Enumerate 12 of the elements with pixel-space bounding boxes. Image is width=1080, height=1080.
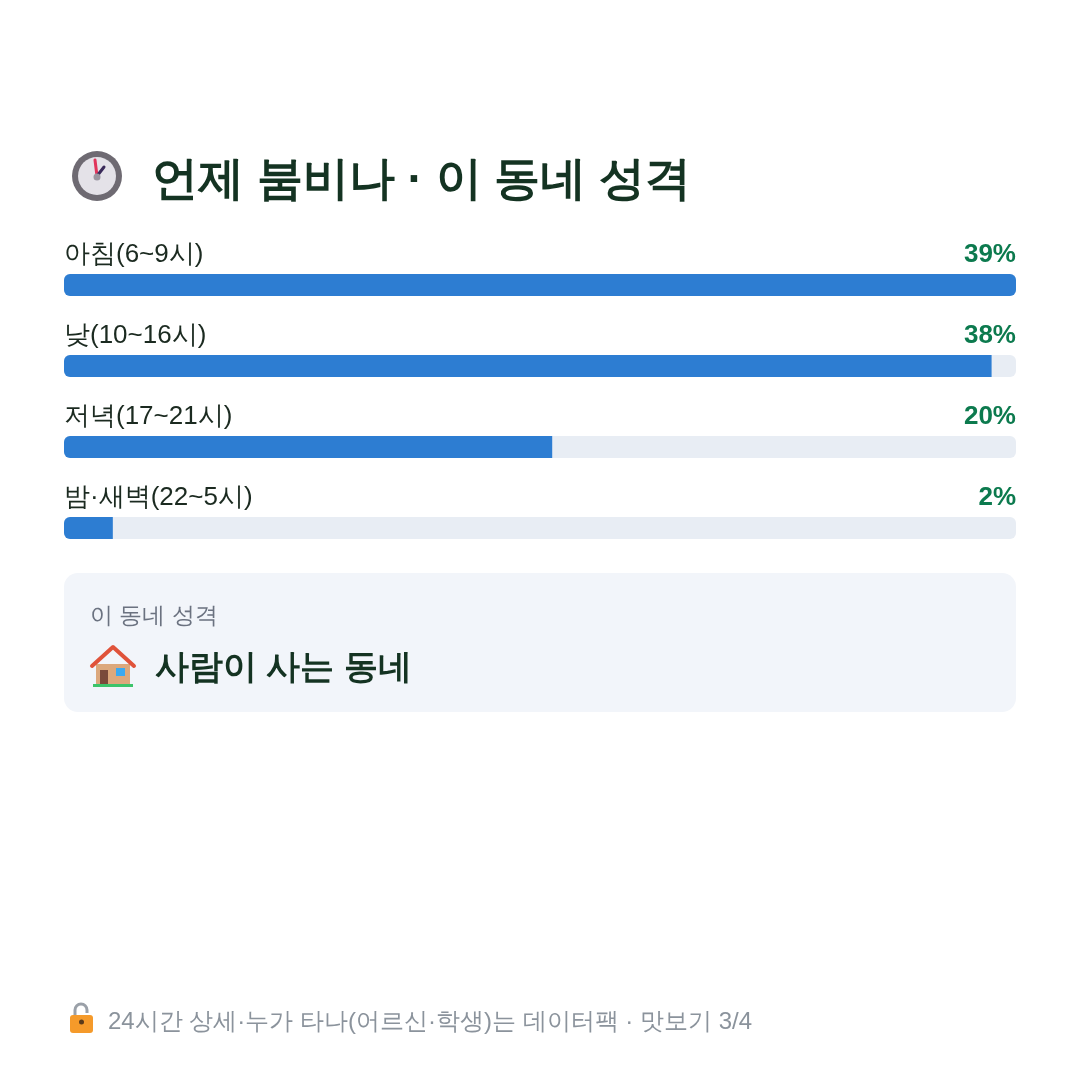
text: 이 동네 성격 (90, 602, 218, 628)
text: 24시간 상세·누가 타나(어르신·학생)는 데이터팩 · 맛보기 3/4 (108, 1007, 753, 1034)
data-label: 39% (963, 238, 1016, 268)
data-label: 20% (963, 400, 1016, 430)
y-tick-label: 낮(10~16시) (64, 319, 207, 349)
chart-title: 언제 붐비나 · 이 동네 성격 (152, 152, 692, 204)
y-tick-label: 저녁(17~21시) (64, 400, 233, 430)
y-tick-label: 밤·새벽(22~5시) (64, 481, 253, 511)
data-label: 2% (978, 481, 1016, 511)
text: 사람이 사는 동네 (155, 647, 412, 685)
data-label: 38% (963, 319, 1016, 349)
y-tick-label: 아침(6~9시) (64, 238, 204, 268)
